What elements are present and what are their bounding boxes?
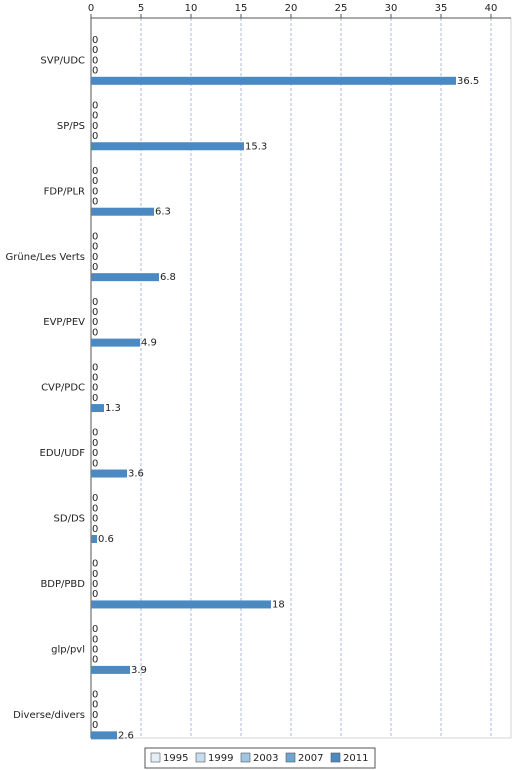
value-label: 0 [92, 166, 98, 177]
value-label: 0 [92, 503, 98, 514]
bar [91, 731, 117, 740]
value-label: 0 [92, 514, 98, 525]
value-label: 0 [92, 690, 98, 701]
value-label: 0 [92, 242, 98, 253]
y-tick-label: FDP/PLR [44, 186, 85, 197]
value-label: 0 [92, 131, 98, 142]
value-label: 0 [92, 176, 98, 187]
x-tick-label: 15 [235, 3, 248, 14]
value-label: 0 [92, 720, 98, 731]
x-tick-label: 5 [138, 3, 144, 14]
legend-label: 2003 [253, 753, 278, 764]
legend-label: 2011 [343, 753, 368, 764]
value-label: 0 [92, 634, 98, 645]
value-label: 0 [92, 589, 98, 600]
x-tick-label: 35 [435, 3, 448, 14]
y-tick-label: EVP/PEV [43, 317, 85, 328]
bar [91, 338, 140, 347]
value-label: 0 [92, 524, 98, 535]
bar [91, 665, 130, 674]
value-label: 0 [92, 493, 98, 504]
value-label: 0 [92, 559, 98, 570]
value-label: 0.6 [98, 534, 114, 545]
y-tick-label: Grüne/Les Verts [6, 252, 85, 263]
value-label: 0 [92, 393, 98, 404]
x-tick-label: 40 [485, 3, 498, 14]
legend-swatch [195, 752, 206, 763]
value-label: 0 [92, 327, 98, 338]
value-label: 0 [92, 655, 98, 666]
value-label: 0 [92, 197, 98, 208]
value-label: 36.5 [457, 76, 479, 87]
y-tick-label: SVP/UDC [40, 55, 85, 66]
value-label: 0 [92, 121, 98, 132]
value-label: 0 [92, 438, 98, 449]
value-label: 6.3 [155, 207, 171, 218]
value-label: 0 [92, 624, 98, 635]
bar [91, 469, 127, 478]
value-label: 3.6 [128, 469, 144, 480]
value-label: 0 [92, 45, 98, 56]
value-label: 0 [92, 569, 98, 580]
x-tick-label: 25 [335, 3, 348, 14]
value-label: 18 [272, 599, 285, 610]
value-label: 0 [92, 297, 98, 308]
x-tick-label: 20 [285, 3, 298, 14]
bar [91, 76, 456, 85]
value-label: 0 [92, 579, 98, 590]
legend-swatch [330, 752, 341, 763]
value-label: 0 [92, 383, 98, 394]
bar [91, 142, 244, 151]
bar [91, 600, 271, 609]
y-tick-label: EDU/UDF [40, 448, 86, 459]
legend-swatch [240, 752, 251, 763]
value-label: 0 [92, 710, 98, 721]
value-label: 6.8 [160, 272, 176, 283]
y-tick-label: Diverse/divers [13, 710, 85, 721]
value-label: 0 [92, 458, 98, 469]
value-label: 0 [92, 428, 98, 439]
legend-label: 2007 [298, 753, 323, 764]
x-tick-label: 10 [185, 3, 198, 14]
value-label: 0 [92, 700, 98, 711]
value-label: 0 [92, 66, 98, 77]
value-label: 0 [92, 372, 98, 383]
value-label: 0 [92, 186, 98, 197]
value-label: 0 [92, 111, 98, 122]
x-tick-label: 30 [385, 3, 398, 14]
bar [91, 534, 97, 543]
value-label: 1.3 [105, 403, 121, 414]
value-label: 0 [92, 317, 98, 328]
value-label: 2.6 [118, 730, 134, 741]
value-label: 0 [92, 307, 98, 318]
legend-label: 1995 [163, 753, 188, 764]
y-tick-label: SD/DS [54, 514, 85, 525]
value-label: 0 [92, 252, 98, 263]
plot-area [90, 17, 512, 739]
legend-swatch [285, 752, 296, 763]
value-label: 0 [92, 362, 98, 373]
value-label: 0 [92, 262, 98, 273]
value-label: 3.9 [131, 665, 147, 676]
value-label: 0 [92, 35, 98, 46]
value-label: 0 [92, 55, 98, 66]
value-label: 0 [92, 448, 98, 459]
value-label: 4.9 [141, 338, 157, 349]
bar [91, 273, 159, 282]
y-tick-label: BDP/PBD [40, 579, 85, 590]
legend-label: 1999 [208, 753, 233, 764]
y-tick-label: SP/PS [57, 121, 85, 132]
value-label: 0 [92, 644, 98, 655]
bar [91, 207, 154, 216]
bar [91, 404, 104, 413]
y-tick-label: glp/pvl [51, 644, 85, 655]
value-label: 0 [92, 231, 98, 242]
x-tick-label: 0 [88, 3, 94, 14]
value-label: 15.3 [245, 141, 267, 152]
value-label: 0 [92, 100, 98, 111]
legend-swatch [150, 752, 161, 763]
y-tick-label: CVP/PDC [41, 383, 85, 394]
